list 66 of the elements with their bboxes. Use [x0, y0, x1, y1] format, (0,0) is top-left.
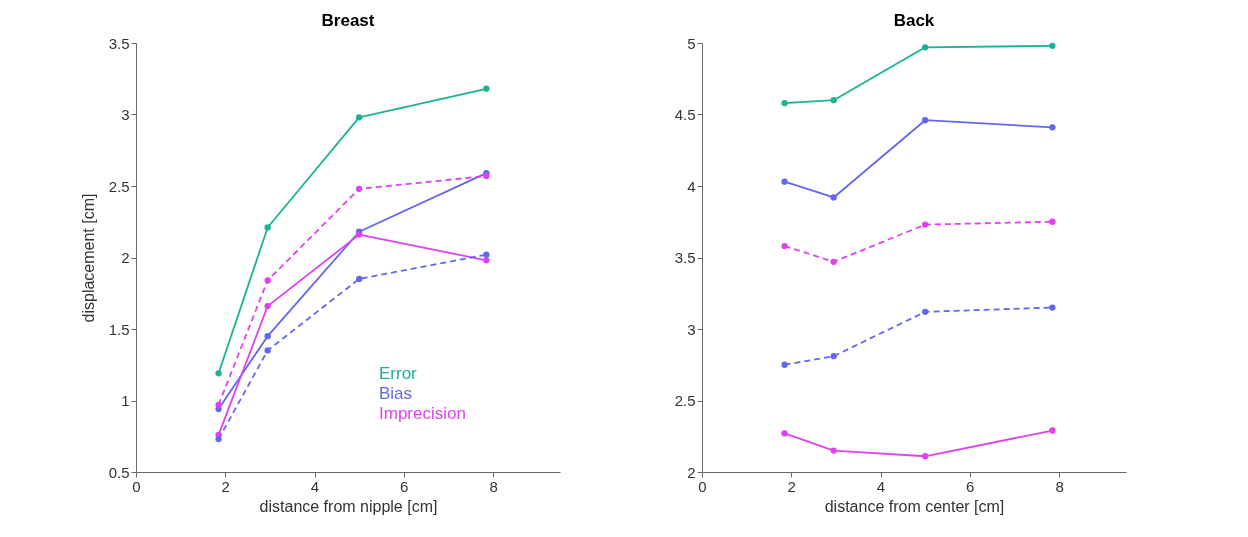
point: [264, 332, 271, 340]
text: Error: [379, 363, 418, 383]
x-axis-title: distance from nipple [cm]: [259, 497, 438, 515]
point: [922, 44, 929, 51]
point: [1049, 304, 1056, 311]
point: [1049, 124, 1056, 131]
point: [781, 99, 788, 107]
point: [264, 224, 271, 231]
y-tick-label: 5: [687, 34, 696, 52]
x-tick-label: 8: [489, 477, 498, 495]
y-tick-label: 1: [121, 392, 130, 409]
point: [356, 275, 363, 283]
x-tick-label: 2: [787, 477, 796, 495]
point: [264, 277, 271, 284]
point: [830, 97, 837, 104]
y-tick-label: 4.5: [674, 106, 696, 123]
point: [215, 370, 222, 377]
point: [483, 257, 490, 264]
point: [264, 347, 271, 354]
text: Bias: [379, 383, 413, 403]
point: [781, 242, 788, 250]
point: [922, 308, 929, 315]
point: [1049, 42, 1056, 50]
point: [356, 114, 363, 121]
point: [1049, 427, 1056, 434]
point: [922, 117, 929, 124]
point: [781, 361, 788, 368]
point: [215, 435, 222, 443]
point: [1049, 218, 1056, 225]
point: [781, 430, 788, 437]
point: [830, 353, 837, 360]
point: [830, 258, 837, 265]
point: [830, 194, 837, 201]
point: [215, 401, 222, 408]
x-tick-label: 4: [310, 477, 320, 495]
y-tick-label: 3: [121, 106, 130, 123]
point: [483, 251, 490, 258]
x-tick-label: 6: [966, 477, 975, 495]
point: [781, 178, 788, 185]
x-tick-label: 0: [132, 477, 141, 495]
text: Imprecision: [379, 403, 466, 423]
y-tick-label: 4: [687, 177, 696, 195]
chart-title: Back: [893, 11, 935, 30]
point: [356, 185, 363, 193]
point: [264, 302, 271, 310]
y-tick-label: 0.5: [108, 463, 130, 481]
x-tick-label: 6: [400, 477, 409, 495]
y-tick-label: 2: [121, 249, 130, 266]
point: [830, 447, 837, 454]
point: [922, 453, 929, 460]
x-axis-title: distance from center [cm]: [824, 497, 1005, 515]
x-tick-label: 2: [221, 477, 230, 495]
x-tick-label: 4: [876, 477, 886, 495]
x-tick-label: 8: [1055, 477, 1064, 495]
x-tick-label: 0: [698, 477, 707, 495]
y-axis-title: displacement [cm]: [79, 193, 97, 323]
y-tick-label: 3.5: [674, 249, 696, 266]
y-tick-label: 1.5: [108, 320, 130, 338]
chart-title: Breast: [321, 11, 375, 30]
y-tick-label: 3.5: [108, 34, 130, 52]
point: [483, 85, 490, 92]
y-tick-label: 3: [687, 320, 696, 338]
y-tick-label: 2: [687, 463, 696, 481]
point: [922, 221, 929, 228]
y-tick-label: 2.5: [674, 392, 696, 409]
y-tick-label: 2.5: [108, 177, 130, 195]
